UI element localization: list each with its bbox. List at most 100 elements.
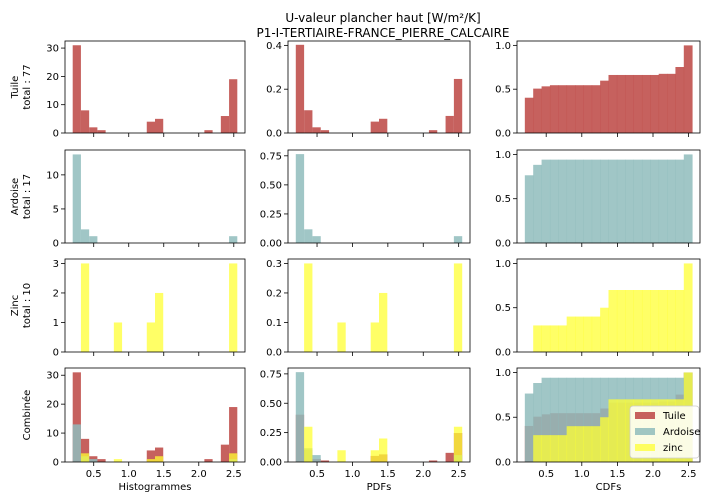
bar-ardoise-bin-1 (524, 393, 534, 462)
y-tick-label: 10 (46, 170, 59, 181)
bar-tuile-bin-2 (304, 110, 313, 133)
bar-zinc-bin-5 (558, 435, 568, 462)
axes-frame (64, 149, 246, 244)
bar-ardoise-bin-20 (453, 236, 463, 243)
legend-swatch-zinc (635, 444, 655, 451)
bar-zinc-bin-5 (558, 325, 568, 352)
bar-tuile-bin-10 (146, 450, 155, 462)
y-tick-label: 10 (46, 100, 59, 111)
x-tick-label: 1.5 (156, 469, 172, 480)
bar-ardoise-bin-1 (524, 175, 534, 243)
bar-tuile-bin-3 (89, 127, 98, 133)
bar-tuile-bin-11 (155, 447, 164, 462)
bar-ardoise-bin-8 (583, 159, 593, 243)
y-axis-label-line-2: total : 77 (22, 64, 33, 109)
y-tick-label: 0.50 (260, 399, 282, 410)
bar-zinc-bin-11 (608, 290, 618, 352)
bar-tuile-bin-9 (591, 85, 601, 133)
bar-ardoise-bin-6 (566, 377, 576, 462)
bar-tuile-bin-2 (80, 110, 90, 133)
bar-ardoise-bin-1 (72, 424, 81, 462)
bar-zinc-bin-10 (600, 417, 609, 462)
y-tick-label: 20 (46, 72, 59, 83)
bar-tuile-bin-18 (667, 73, 676, 133)
bar-tuile-bin-5 (558, 85, 568, 133)
bar-zinc-bin-16 (650, 290, 660, 352)
bar-zinc-bin-20 (229, 453, 238, 462)
bar-ardoise-bin-9 (591, 377, 601, 462)
legend-swatch-ardoise (635, 428, 655, 435)
y-tick-label: 0.4 (266, 41, 282, 52)
bar-tuile-bin-19 (445, 115, 454, 133)
bar-zinc-bin-14 (633, 290, 643, 352)
y-axis-label-line-1: Zinc (10, 295, 21, 316)
bar-zinc-bin-2 (304, 426, 313, 462)
y-tick-label: 0.1 (266, 318, 282, 329)
bar-ardoise-bin-9 (591, 159, 601, 243)
bar-ardoise-bin-2 (533, 383, 542, 462)
y-tick-label: 0.25 (260, 209, 282, 220)
x-tick-label: 2.5 (226, 469, 242, 480)
bar-tuile-bin-17 (428, 130, 438, 133)
bar-tuile-bin-10 (600, 80, 609, 133)
y-tick-label: 1.0 (495, 368, 511, 379)
y-tick-label: 5 (53, 204, 59, 215)
bar-zinc-bin-10 (146, 459, 155, 462)
bar-ardoise-bin-20 (229, 236, 238, 243)
bar-ardoise-bin-6 (566, 159, 576, 243)
bar-tuile-bin-19 (675, 67, 685, 133)
bar-tuile-bin-3 (312, 127, 321, 133)
bar-zinc-bin-11 (379, 438, 388, 462)
bar-tuile-bin-2 (533, 88, 542, 133)
bar-tuile-bin-20 (229, 407, 238, 462)
x-tick-label: 1.5 (380, 469, 396, 480)
bar-tuile-bin-10 (146, 121, 155, 133)
x-axis-label: PDFs (367, 482, 392, 493)
bar-ardoise-bin-2 (304, 229, 313, 243)
bar-zinc-bin-4 (549, 435, 559, 462)
legend: Tuile Ardoise zinc (629, 405, 700, 459)
subplot-r3-c3: 0.0 0.5 1.0 (495, 258, 701, 359)
x-tick-label: 2.5 (681, 469, 697, 480)
bar-zinc-bin-13 (625, 290, 634, 352)
y-tick-label: 0 (53, 348, 59, 359)
bar-tuile-bin-4 (320, 130, 330, 133)
x-axis-label: Histogrammes (119, 482, 192, 493)
subplot-r4-c1: 0 10 20 30 0.5 1.0 1.5 2.0 2.5 Histogrammes (46, 367, 246, 493)
bar-zinc-bin-2 (80, 263, 90, 352)
bar-tuile-bin-11 (608, 74, 618, 133)
bar-ardoise-bin-1 (72, 154, 81, 243)
bar-zinc-bin-20 (229, 263, 238, 352)
bar-ardoise-bin-14 (633, 159, 643, 243)
bar-tuile-bin-17 (658, 73, 668, 133)
bar-zinc-bin-6 (337, 322, 346, 352)
bar-tuile-bin-13 (625, 74, 634, 133)
y-tick-label: 0.2 (266, 288, 282, 299)
subplot-r2-c1: 0 5 10 (46, 149, 246, 250)
bar-ardoise-bin-19 (675, 159, 685, 243)
axes-frame (64, 40, 246, 134)
y-tick-label: 0.0 (495, 129, 511, 140)
bar-tuile-bin-4 (320, 460, 330, 462)
bar-ardoise-bin-18 (667, 159, 676, 243)
bar-zinc-bin-2 (533, 325, 542, 352)
axes-frame (516, 149, 701, 244)
x-tick-label: 0.5 (538, 469, 554, 480)
bar-tuile-bin-19 (220, 116, 230, 133)
y-tick-label: 0.00 (260, 239, 282, 250)
bar-zinc-bin-6 (566, 426, 576, 462)
bar-tuile-bin-1 (524, 97, 534, 133)
bar-tuile-bin-17 (204, 130, 213, 133)
bar-zinc-bin-4 (549, 325, 559, 352)
bar-zinc-bin-15 (641, 290, 651, 352)
bar-ardoise-bin-7 (575, 377, 584, 462)
x-tick-label: 1.0 (344, 469, 360, 480)
axes-frame (287, 367, 471, 463)
bar-tuile-bin-20 (453, 78, 463, 133)
axes-frame (64, 367, 246, 463)
bar-zinc-bin-20 (453, 263, 463, 352)
subplot-r4-c2: 0.00 0.25 0.50 0.75 0.5 1.0 1.5 2.0 2.5 PDFs (260, 367, 471, 493)
y-tick-label: 0.5 (495, 303, 511, 314)
y-tick-label: 30 (46, 44, 59, 55)
y-tick-label: 0.2 (266, 85, 282, 96)
